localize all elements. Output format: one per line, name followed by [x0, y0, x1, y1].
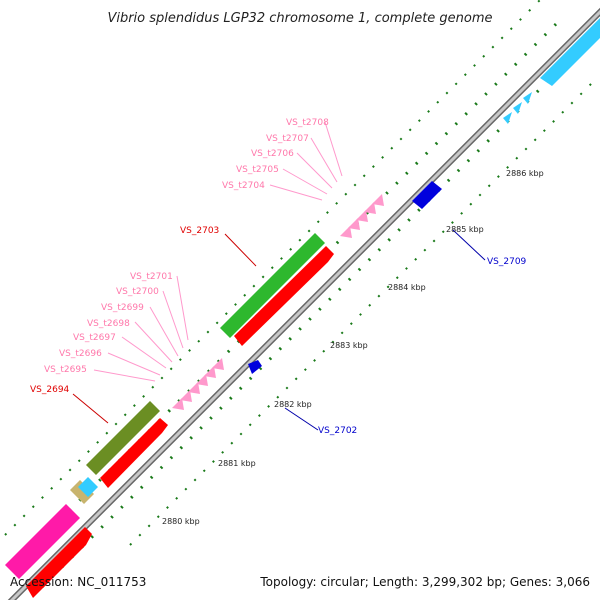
gene-cyan — [78, 477, 98, 497]
gene-vs2709-blue — [412, 181, 442, 209]
gene-label-vs-t2708[interactable]: VS_t2708 — [286, 118, 329, 128]
scale-label-2884: 2884 kbp — [388, 283, 426, 292]
gene-label-vs-t2699[interactable]: VS_t2699 — [101, 303, 144, 313]
gene-label-vs2702[interactable]: VS_2702 — [318, 426, 357, 436]
gene-label-vs-t2707[interactable]: VS_t2707 — [266, 134, 309, 144]
green-tick-rows — [4, 0, 596, 589]
gene-red-bottom — [26, 527, 92, 598]
gene-label-vs2709[interactable]: VS_2709 — [487, 257, 527, 267]
gene-vs2703-red — [234, 246, 334, 346]
scale-label-2882: 2882 kbp — [274, 400, 312, 409]
small-cyan-genes — [503, 92, 532, 124]
gene-label-leaders — [72, 121, 486, 431]
gene-label-vs-t2704[interactable]: VS_t2704 — [222, 181, 265, 191]
gene-label-vs-t2696[interactable]: VS_t2696 — [59, 349, 102, 359]
trna-arrows — [172, 194, 384, 410]
gene-label-vs-t2700[interactable]: VS_t2700 — [116, 287, 159, 297]
gene-cyan-top — [540, 18, 600, 86]
gene-label-vs-t2698[interactable]: VS_t2698 — [87, 319, 130, 329]
scale-label-2883: 2883 kbp — [330, 341, 368, 350]
gene-label-vs-t2695[interactable]: VS_t2695 — [44, 365, 87, 375]
gene-red-mid — [100, 418, 168, 488]
gene-tan — [70, 480, 94, 504]
gene-label-vs-t2701[interactable]: VS_t2701 — [130, 272, 173, 282]
gene-vs2703-green — [220, 233, 325, 338]
gene-olive — [86, 401, 160, 475]
gene-magenta — [5, 504, 80, 579]
gene-label-vs2703[interactable]: VS_2703 — [180, 226, 219, 236]
map-title: Vibrio splendidus LGP32 chromosome 1, co… — [107, 11, 492, 26]
gene-label-vs-t2697[interactable]: VS_t2697 — [73, 333, 116, 343]
gene-label-vs-t2706[interactable]: VS_t2706 — [251, 149, 294, 159]
forward-genes — [5, 18, 600, 579]
genome-summary-text: Topology: circular; Length: 3,299,302 bp… — [259, 575, 590, 589]
gene-label-vs2694[interactable]: VS_2694 — [30, 385, 70, 395]
gene-vs2702-blue — [248, 360, 262, 374]
accession-text: Accession: NC_011753 — [10, 575, 146, 589]
scale-label-2880: 2880 kbp — [162, 517, 200, 526]
gene-label-vs-t2705[interactable]: VS_t2705 — [236, 165, 279, 175]
scale-label-2885: 2885 kbp — [446, 225, 484, 234]
scale-label-2881: 2881 kbp — [218, 459, 256, 468]
reverse-genes — [26, 181, 442, 598]
scale-label-2886: 2886 kbp — [506, 169, 544, 178]
